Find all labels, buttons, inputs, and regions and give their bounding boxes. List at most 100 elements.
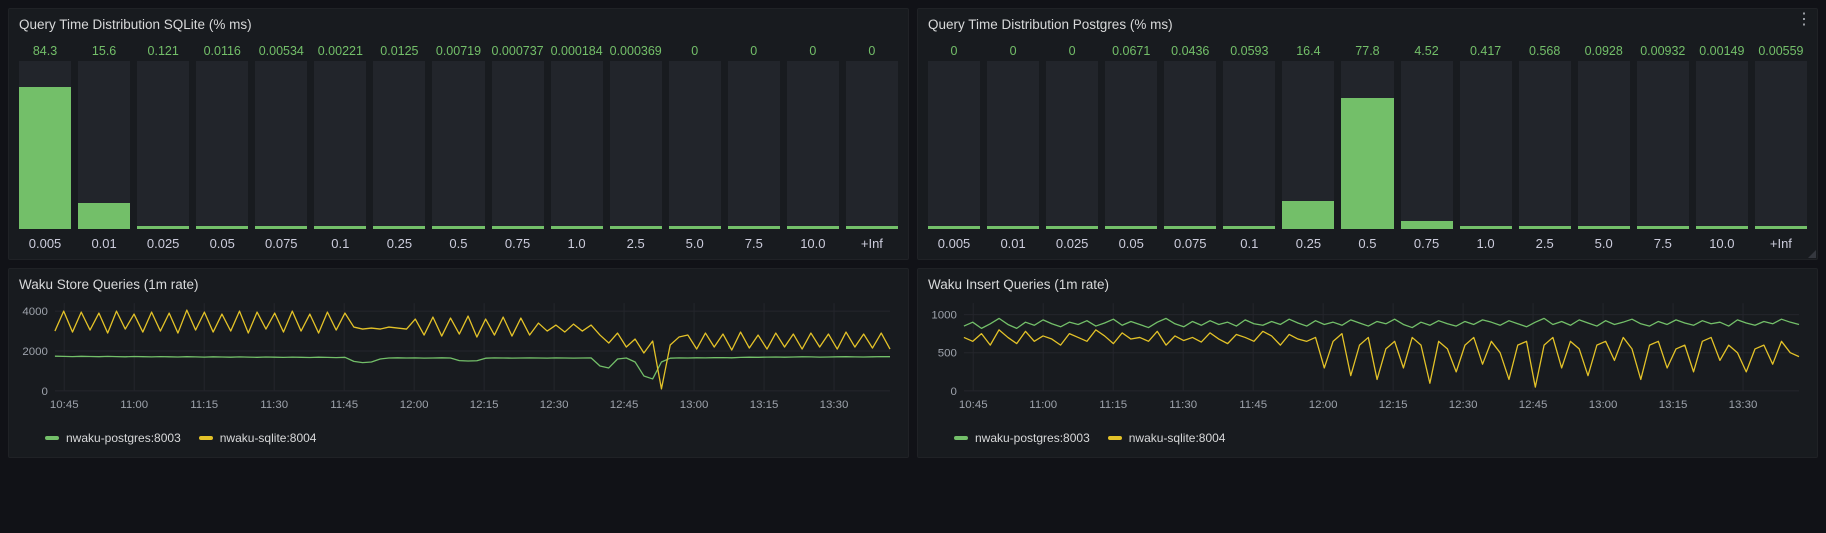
svg-text:13:00: 13:00 — [1589, 399, 1618, 411]
panel-resize-handle[interactable] — [1808, 250, 1816, 258]
legend-item[interactable]: nwaku-sqlite:8004 — [198, 431, 316, 445]
svg-text:13:15: 13:15 — [750, 399, 779, 411]
histogram-bar — [609, 61, 662, 229]
legend-series-label: nwaku-sqlite:8004 — [1128, 431, 1226, 445]
bar-value-label: 0.0436 — [1171, 44, 1210, 58]
time-series-chart-insert: 0 500 1000 10:45 11:00 11:15 11:30 11:45 12:00 12… — [931, 303, 1800, 411]
legend: nwaku-postgres:8003 nwaku-sqlite:8004 — [928, 427, 1807, 451]
panel-title[interactable]: Waku Store Queries (1m rate) — [19, 277, 199, 292]
histogram-bar — [668, 61, 721, 229]
x-axis-tick-label: 5.0 — [685, 236, 704, 251]
x-axis-tick-label: 5.0 — [1594, 236, 1613, 251]
svg-text:2000: 2000 — [22, 346, 48, 358]
x-axis-tick-label: 0.025 — [1055, 236, 1089, 251]
panel-menu-icon[interactable]: ⋮ — [1796, 11, 1812, 28]
x-axis-label-row: 0.005 0.01 0.025 0.05 0.075 0.1 0.25 0.5 0.75 1.0… — [19, 229, 898, 253]
bar-value-label: 0.000184 — [550, 44, 603, 58]
x-axis-tick-label: 0.75 — [1413, 236, 1440, 251]
bar-value-label: 0.568 — [1529, 44, 1561, 58]
svg-text:12:15: 12:15 — [1379, 399, 1408, 411]
svg-text:12:45: 12:45 — [610, 399, 639, 411]
legend-series-swatch — [198, 436, 213, 440]
histogram-bar — [255, 61, 308, 229]
x-axis-tick-label: 1.0 — [1476, 236, 1495, 251]
histogram-bar — [1636, 61, 1689, 229]
svg-text:0: 0 — [42, 386, 48, 398]
bar-value-label: 0.00221 — [317, 44, 363, 58]
time-series-chart-store: 0 2000 4000 10:45 11:00 11:15 11:30 11:45 12:00 1… — [22, 303, 891, 411]
x-axis-tick-label: 10.0 — [800, 236, 826, 251]
legend-item[interactable]: nwaku-sqlite:8004 — [1107, 431, 1226, 445]
legend-series-swatch — [954, 436, 968, 440]
x-axis-label-row: 0.005 0.01 0.025 0.05 0.075 0.1 0.25 0.5 0.75 1.0… — [928, 229, 1807, 253]
legend: nwaku-postgres:8003 nwaku-sqlite:8004 — [19, 427, 898, 451]
svg-text:13:30: 13:30 — [820, 399, 849, 411]
x-axis-tick-label: 0.1 — [1240, 236, 1259, 251]
bar-value-label: 0.000369 — [609, 44, 662, 58]
histogram-bar — [1754, 61, 1807, 229]
x-axis-tick-label: 0.005 — [28, 236, 62, 251]
bar-value-label: 0.00719 — [435, 44, 482, 58]
svg-text:12:00: 12:00 — [400, 399, 429, 411]
svg-text:11:15: 11:15 — [1099, 399, 1127, 411]
bar-value-row: 84.3 15.6 0.121 0.0116 0.00534 0.00221 0.0125 0… — [19, 41, 898, 61]
histogram-bar — [137, 61, 190, 229]
svg-text:11:00: 11:00 — [120, 399, 148, 411]
svg-text:1000: 1000 — [931, 310, 957, 322]
histogram-bar — [1459, 61, 1512, 229]
x-axis-tick-label: +Inf — [1769, 236, 1792, 251]
x-axis-tick-label: 0.25 — [1295, 236, 1322, 251]
bar-value-label: 0.0116 — [203, 44, 241, 58]
bar-value-label: 0.0928 — [1584, 44, 1623, 58]
dashboard-row-bottom: Waku Store Queries (1m rate) 0 2000 4000 10… — [8, 268, 1818, 458]
histogram-bar — [78, 61, 131, 229]
svg-text:0: 0 — [951, 386, 957, 398]
legend-series-label: nwaku-postgres:8003 — [975, 431, 1090, 445]
x-axis-tick-label: 0.025 — [146, 236, 180, 251]
bar-value-label: 77.8 — [1355, 44, 1380, 58]
x-axis-tick-label: 0.01 — [91, 236, 117, 251]
histogram-bar — [1341, 61, 1394, 229]
svg-text:11:00: 11:00 — [1029, 399, 1057, 411]
svg-text:10:45: 10:45 — [959, 399, 988, 411]
panel-waku-insert-queries: Waku Insert Queries (1m rate) 0 500 1000 10… — [917, 268, 1818, 458]
svg-text:12:00: 12:00 — [1309, 399, 1338, 411]
x-axis-tick-label: 0.1 — [331, 236, 350, 251]
histogram-bar — [1518, 61, 1571, 229]
histogram-bar — [786, 61, 839, 229]
legend-series-swatch — [1107, 436, 1122, 440]
histogram-bar — [1400, 61, 1453, 229]
bar-value-label: 0 — [691, 44, 699, 58]
bar-value-label: 0.000737 — [491, 44, 544, 58]
panel-query-time-postgres: Query Time Distribution Postgres (% ms) … — [917, 8, 1818, 260]
svg-text:10:45: 10:45 — [50, 399, 79, 411]
histogram-bar — [1577, 61, 1630, 229]
histogram-bar — [987, 61, 1040, 229]
legend-item[interactable]: nwaku-postgres:8003 — [45, 431, 181, 445]
bar-value-label: 0 — [1068, 44, 1076, 58]
bar-value-label: 4.52 — [1414, 44, 1439, 58]
x-axis-tick-label: 7.5 — [744, 236, 763, 251]
panel-title[interactable]: Query Time Distribution SQLite (% ms) — [19, 17, 252, 32]
x-axis-tick-label: 0.75 — [504, 236, 531, 251]
bar-value-label: 0 — [750, 44, 758, 58]
histogram-sqlite: 84.3 15.6 0.121 0.0116 0.00534 0.00221 0.0125 0… — [19, 35, 898, 253]
x-axis-tick-label: 0.05 — [1118, 236, 1144, 251]
bar-value-label: 0.0593 — [1230, 44, 1269, 58]
svg-text:12:45: 12:45 — [1519, 399, 1548, 411]
histogram-bar — [19, 61, 72, 229]
legend-item[interactable]: nwaku-postgres:8003 — [954, 431, 1090, 445]
bar-value-label: 0.00534 — [258, 44, 304, 58]
panel-title[interactable]: Waku Insert Queries (1m rate) — [928, 277, 1110, 292]
x-axis-tick-label: 0.075 — [265, 236, 298, 251]
histogram-bar — [845, 61, 898, 229]
histogram-bar — [1223, 61, 1276, 229]
legend-series-label: nwaku-postgres:8003 — [66, 431, 181, 445]
svg-text:4000: 4000 — [22, 306, 48, 318]
panel-title[interactable]: Query Time Distribution Postgres (% ms) — [928, 17, 1173, 32]
svg-text:11:30: 11:30 — [1169, 399, 1197, 411]
svg-text:500: 500 — [938, 348, 957, 360]
x-axis-tick-label: 0.25 — [386, 236, 413, 251]
bar-value-label: 0.00559 — [1758, 44, 1804, 58]
panel-query-time-sqlite: Query Time Distribution SQLite (% ms) 84… — [8, 8, 909, 260]
